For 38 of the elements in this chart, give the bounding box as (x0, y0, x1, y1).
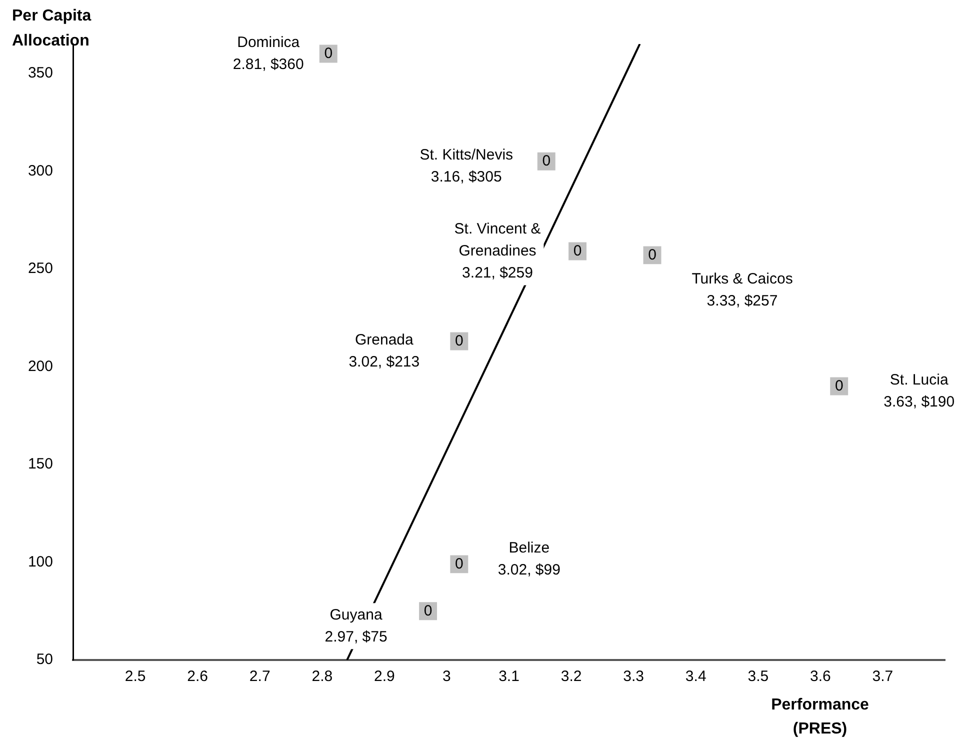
x-tick-label: 3.5 (748, 668, 769, 686)
x-tick-label: 2.9 (374, 668, 395, 686)
y-tick-label: 350 (28, 64, 53, 82)
x-axis-title: Performance (PRES) (771, 696, 870, 738)
x-tick-label: 2.7 (249, 668, 270, 686)
x-tick-label: 2.5 (124, 668, 146, 686)
annotation: St. Vincent & Grenadines 3.21, $259 (454, 220, 541, 282)
annotation: Guyana 2.97, $75 (324, 606, 388, 646)
annotation: 0 (424, 602, 432, 620)
annotation: St. Kitts/Nevis 3.16, $305 (420, 146, 514, 186)
x-tick-label: 3.7 (872, 668, 894, 686)
annotation: St. Lucia 3.63, $190 (884, 371, 955, 410)
x-tick-label: 3.6 (810, 668, 831, 686)
annotation: 0 (573, 242, 582, 260)
x-tick-label: 3 (442, 668, 451, 686)
y-tick-label: 50 (36, 651, 53, 668)
y-tick-label: 200 (28, 358, 53, 375)
x-tick-label: 2.6 (187, 668, 208, 686)
x-tick-label: 3.3 (623, 668, 644, 686)
annotation: 0 (324, 44, 333, 62)
y-axis-title: Per Capita Allocation (12, 7, 92, 50)
annotation: Dominica 2.81, $360 (232, 34, 304, 73)
y-tick-label: 300 (28, 162, 53, 180)
annotation: 0 (648, 246, 656, 264)
annotation: Grenada 3.02, $213 (348, 331, 420, 370)
annotation: Turks & Caicos 3.33, $257 (692, 270, 793, 310)
annotation: 0 (834, 377, 844, 394)
annotation: Belize 3.02, $99 (498, 539, 560, 578)
x-tick-label: 3.4 (685, 668, 706, 686)
annotation: 0 (455, 332, 464, 350)
y-tick-label: 150 (28, 456, 53, 473)
y-tick-label: 100 (28, 553, 53, 570)
annotation: 0 (455, 555, 464, 572)
x-tick-label: 3.2 (560, 668, 582, 686)
x-tick-label: 3.1 (498, 668, 520, 686)
y-tick-label: 250 (28, 260, 53, 278)
annotation: 0 (542, 152, 551, 170)
x-tick-label: 2.8 (312, 668, 333, 686)
